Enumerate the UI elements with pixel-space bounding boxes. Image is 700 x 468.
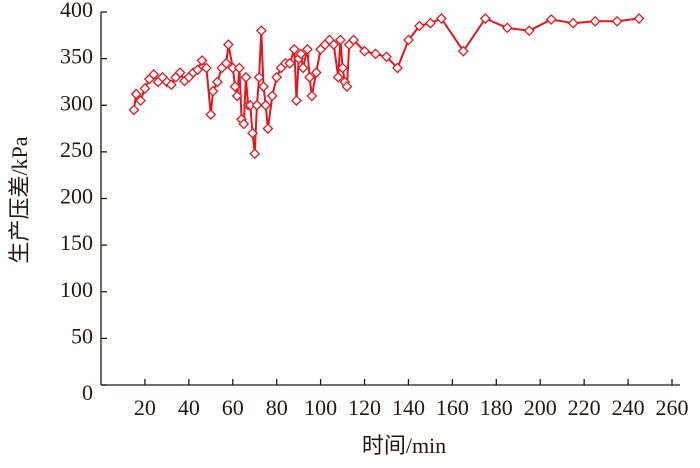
x-tick-label: 40 xyxy=(178,395,200,420)
data-point xyxy=(295,48,307,60)
data-point xyxy=(288,43,300,55)
data-point xyxy=(260,99,272,111)
data-point xyxy=(304,71,316,83)
data-point xyxy=(240,71,252,83)
y-tick-label: 0 xyxy=(82,380,93,405)
data-point xyxy=(381,51,392,63)
data-point xyxy=(457,45,469,57)
x-tick-label: 60 xyxy=(222,395,244,420)
data-point xyxy=(220,57,232,69)
data-point xyxy=(403,34,414,46)
x-axis-label: 时间/min xyxy=(362,433,446,458)
x-tick-label: 140 xyxy=(392,395,425,420)
data-point xyxy=(479,13,491,24)
x-tick-label: 180 xyxy=(480,395,513,420)
data-point xyxy=(148,69,160,80)
data-point xyxy=(291,95,302,107)
data-point xyxy=(174,67,186,79)
data-point xyxy=(258,81,269,93)
data-point xyxy=(200,62,212,74)
data-point xyxy=(545,14,557,25)
x-tick-label: 260 xyxy=(656,395,689,420)
data-point xyxy=(332,71,344,83)
y-tick-label: 250 xyxy=(60,137,93,162)
y-tick-label: 350 xyxy=(60,44,93,69)
data-point xyxy=(337,62,348,74)
data-line xyxy=(132,17,640,155)
data-point xyxy=(207,85,219,97)
data-point xyxy=(233,62,245,74)
data-point xyxy=(297,62,309,74)
x-tick-label: 160 xyxy=(436,395,469,420)
data-point xyxy=(271,71,283,83)
data-point xyxy=(310,67,322,79)
y-tick-label: 100 xyxy=(60,277,93,302)
data-point xyxy=(284,57,296,69)
y-tick-label: 300 xyxy=(60,90,93,115)
data-point xyxy=(266,90,278,102)
data-point xyxy=(425,17,436,29)
data-point xyxy=(130,88,142,100)
data-point xyxy=(392,62,403,74)
y-axis-label: 生产压差/kPa xyxy=(7,136,32,263)
data-point xyxy=(139,83,151,94)
y-tick-label: 200 xyxy=(60,184,93,209)
x-tick-label: 200 xyxy=(524,395,557,420)
data-point xyxy=(341,81,353,93)
data-point xyxy=(302,43,313,55)
x-tick-label: 100 xyxy=(304,395,337,420)
data-point xyxy=(135,95,146,107)
data-point xyxy=(196,55,208,66)
data-point xyxy=(414,20,425,32)
y-tick-label: 50 xyxy=(71,323,93,348)
x-tick-label: 120 xyxy=(348,395,381,420)
data-point xyxy=(238,118,250,130)
data-point xyxy=(262,123,274,134)
data-point xyxy=(589,15,601,27)
data-point xyxy=(306,90,318,102)
y-tick-label: 150 xyxy=(60,230,93,255)
x-tick-label: 20 xyxy=(134,395,156,420)
data-point xyxy=(255,25,267,37)
data-point xyxy=(501,22,513,34)
data-point xyxy=(229,81,241,93)
data-point xyxy=(211,76,223,88)
data-point xyxy=(523,25,535,37)
data-point xyxy=(247,127,258,139)
x-tick-label: 220 xyxy=(568,395,601,420)
data-point xyxy=(253,71,265,83)
data-point xyxy=(249,148,261,160)
x-tick-label: 240 xyxy=(612,395,645,420)
data-point xyxy=(231,90,243,102)
data-point xyxy=(567,17,579,29)
data-point xyxy=(251,99,263,111)
y-tick-label: 400 xyxy=(60,0,93,22)
data-point xyxy=(222,39,234,51)
data-point xyxy=(328,39,340,51)
data-point xyxy=(192,64,204,76)
data-point xyxy=(348,34,359,46)
data-point xyxy=(161,76,173,88)
data-point xyxy=(370,48,381,60)
data-point xyxy=(435,13,447,24)
data-point xyxy=(334,34,346,46)
data-point xyxy=(359,45,370,57)
data-point xyxy=(128,104,140,116)
x-tick-label: 80 xyxy=(266,395,288,420)
data-point xyxy=(205,109,217,120)
data-point xyxy=(165,79,177,91)
data-point xyxy=(611,15,623,27)
data-point xyxy=(633,13,645,24)
